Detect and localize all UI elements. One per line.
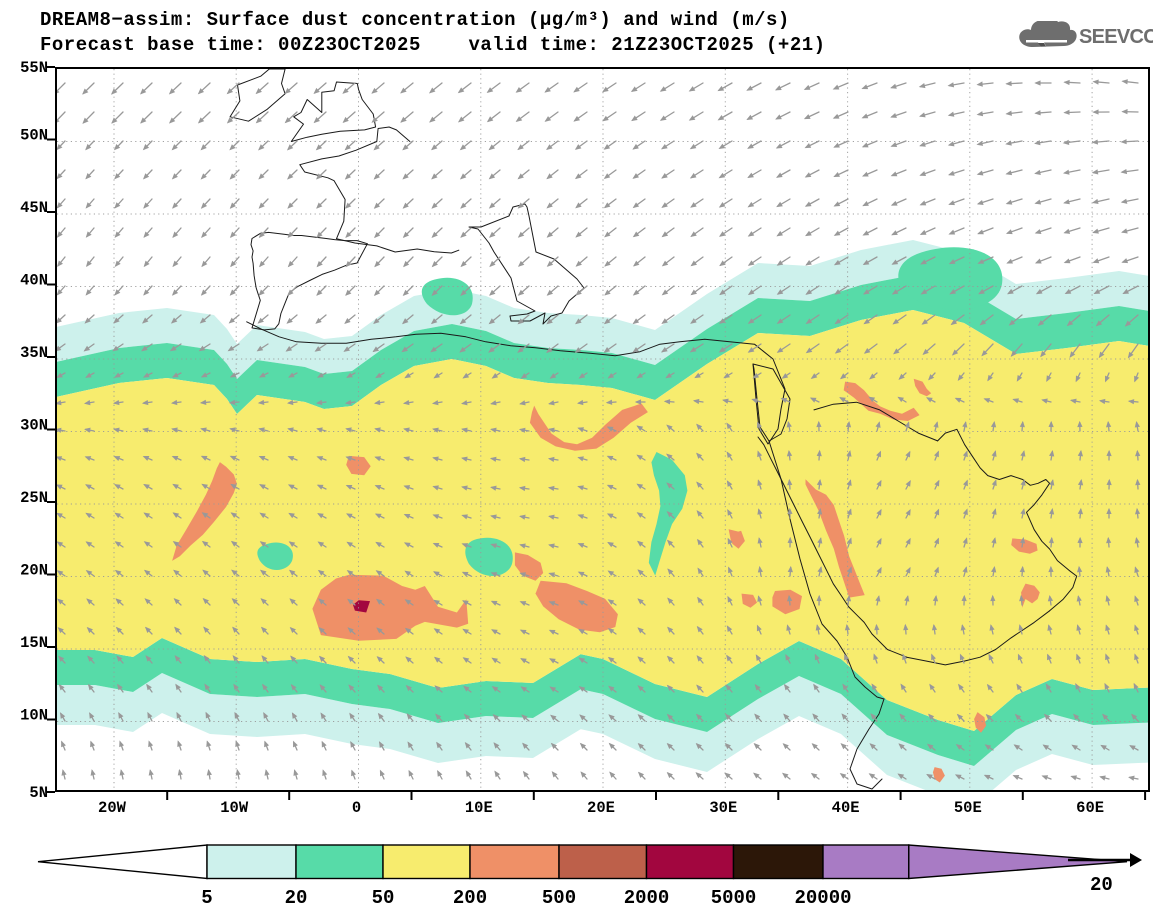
svg-text:20: 20 [1090, 874, 1113, 896]
svg-text:25N: 25N [20, 489, 48, 507]
svg-text:35N: 35N [20, 344, 48, 362]
svg-text:10N: 10N [20, 707, 48, 725]
svg-text:10W: 10W [220, 799, 249, 817]
svg-text:20E: 20E [587, 799, 615, 817]
svg-text:45N: 45N [20, 199, 48, 217]
svg-text:30N: 30N [20, 417, 48, 435]
svg-text:50E: 50E [954, 799, 982, 817]
svg-text:60E: 60E [1076, 799, 1104, 817]
svg-text:15N: 15N [20, 634, 48, 652]
svg-text:5N: 5N [29, 784, 48, 802]
svg-text:40E: 40E [832, 799, 860, 817]
svg-text:55N: 55N [20, 59, 48, 77]
svg-text:20N: 20N [20, 562, 48, 580]
svg-text:0: 0 [352, 799, 361, 817]
svg-text:10E: 10E [465, 799, 493, 817]
svg-text:50N: 50N [20, 127, 48, 145]
svg-text:30E: 30E [709, 799, 737, 817]
svg-text:20W: 20W [98, 799, 127, 817]
svg-text:40N: 40N [20, 272, 48, 290]
